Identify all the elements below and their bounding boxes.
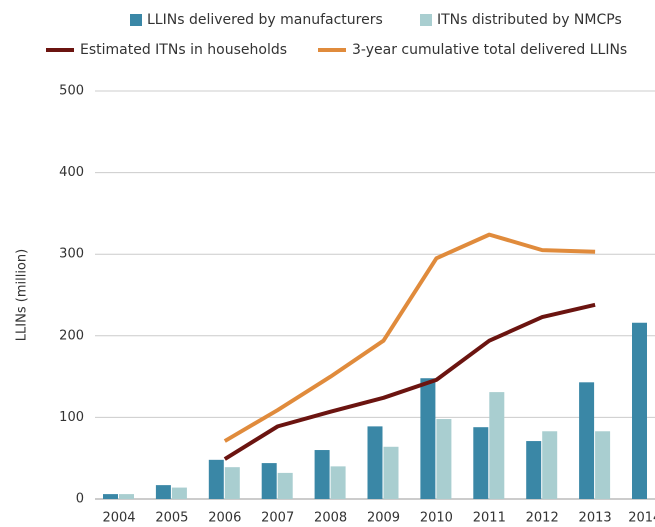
x-tick-label: 2013: [579, 511, 612, 526]
bar: [208, 459, 224, 499]
x-tick-label: 2010: [420, 511, 453, 526]
y-tick-label: 200: [59, 328, 84, 343]
legend-label: 3-year cumulative total delivered LLINs: [352, 42, 627, 58]
bar: [489, 392, 505, 499]
legend-swatch: [130, 14, 142, 26]
legend-label: ITNs distributed by NMCPs: [437, 12, 622, 28]
bar: [526, 441, 542, 499]
bar: [103, 494, 118, 499]
bar: [224, 467, 240, 499]
bar: [542, 431, 558, 499]
x-tick-label: 2007: [261, 511, 294, 526]
line: [223, 302, 596, 461]
legend-label: Estimated ITNs in households: [80, 42, 287, 58]
bar: [119, 494, 134, 499]
bar: [595, 431, 611, 499]
legend-swatch: [420, 14, 432, 26]
y-tick-label: 0: [76, 492, 84, 507]
x-tick-label: 2005: [155, 511, 188, 526]
line: [223, 232, 596, 443]
x-tick-label: 2008: [314, 511, 347, 526]
x-tick-label: 2012: [526, 511, 559, 526]
bar: [277, 472, 293, 499]
y-tick-label: 300: [59, 247, 84, 262]
y-tick-label: 400: [59, 165, 84, 180]
bar: [330, 466, 346, 499]
legend: LLINs delivered by manufacturers ITNs dis…: [46, 12, 627, 58]
x-tick-label: 2014*: [628, 511, 655, 526]
x-tick-label: 2004: [102, 511, 135, 526]
bar: [436, 419, 452, 499]
x-tick-label: 2011: [473, 511, 506, 526]
x-tick-label: 2006: [208, 511, 241, 526]
bar: [632, 322, 647, 499]
bar: [579, 382, 595, 499]
bar: [383, 446, 399, 499]
y-axis-label: LLINs (million): [15, 249, 30, 341]
bar: [473, 427, 489, 499]
bar: [420, 378, 436, 499]
bar: [171, 487, 187, 499]
x-tick-label: 2009: [367, 511, 400, 526]
y-tick-label: 500: [59, 84, 84, 99]
bar: [261, 463, 277, 499]
bar: [155, 485, 171, 499]
bar: [314, 450, 330, 499]
legend-label: LLINs delivered by manufacturers: [147, 12, 383, 28]
y-tick-label: 100: [59, 410, 84, 425]
bar: [367, 426, 383, 499]
